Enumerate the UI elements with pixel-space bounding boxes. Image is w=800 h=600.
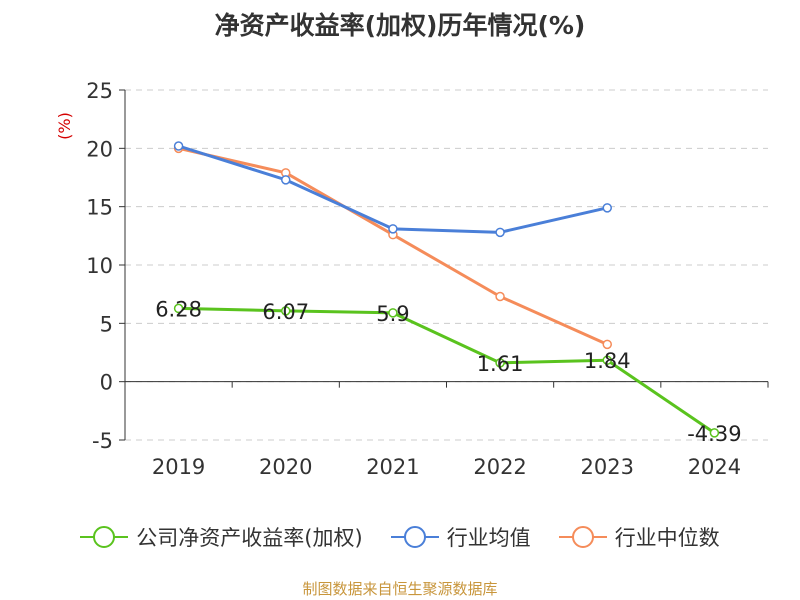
data-point — [495, 227, 505, 238]
legend: 公司净资产收益率(加权) 行业均值 行业中位数 — [0, 520, 800, 554]
legend-item[interactable]: 公司净资产收益率(加权) — [80, 522, 363, 552]
data-point — [602, 355, 612, 365]
y-tick-label: 25 — [86, 79, 113, 103]
legend-label: 行业中位数 — [614, 526, 720, 550]
x-tick-label: 2020 — [259, 455, 312, 479]
data-point — [281, 306, 291, 316]
legend-label: 行业均值 — [446, 526, 531, 550]
series-line — [178, 306, 716, 435]
x-tick-label: 2019 — [152, 455, 205, 479]
chart-title: 净资产收益率(加权)历年情况(%) — [214, 11, 586, 40]
legend-item[interactable]: 行业均值 — [390, 522, 531, 552]
series-lines — [173, 141, 720, 438]
data-point — [495, 291, 505, 302]
data-label: 1.84 — [584, 349, 631, 373]
y-tick-label: 10 — [86, 254, 113, 278]
x-tick-label: 2024 — [688, 455, 741, 479]
axes: -5 0 5 10 15 20 25 2019 2020 2021 2022 2023 2024 — [86, 79, 769, 479]
data-point — [388, 224, 398, 234]
data-label: 5.9 — [376, 302, 409, 326]
data-point — [495, 358, 505, 368]
data-point — [173, 141, 184, 151]
legend-marker-icon — [390, 525, 439, 549]
legend-marker-icon — [558, 525, 607, 549]
data-point — [388, 308, 398, 318]
data-point — [173, 303, 184, 314]
y-tick-label: -5 — [92, 429, 113, 453]
x-tick-label: 2022 — [473, 455, 526, 479]
data-label: -4.39 — [687, 422, 741, 446]
data-point — [602, 203, 612, 213]
data-label: 6.28 — [155, 297, 202, 321]
data-labels: 6.28 6.07 5.9 1.61 1.84 -4.39 — [155, 297, 741, 445]
data-label: 1.61 — [477, 352, 524, 376]
x-tick-label: 2021 — [366, 455, 419, 479]
y-tick-label: 15 — [86, 196, 113, 220]
data-point — [602, 339, 612, 350]
legend-label: 公司净资产收益率(加权) — [136, 526, 363, 550]
y-axis-label: (%) — [55, 112, 74, 140]
y-tick-label: 0 — [100, 371, 113, 395]
y-tick-label: 20 — [86, 137, 113, 161]
data-point — [709, 428, 720, 438]
data-point — [281, 175, 291, 185]
legend-item[interactable]: 行业中位数 — [558, 522, 720, 552]
legend-marker-icon — [80, 525, 129, 549]
data-source-note: 制图数据来自恒生聚源数据库 — [302, 580, 498, 598]
data-label: 6.07 — [262, 300, 309, 324]
series-line — [178, 144, 608, 234]
y-tick-label: 5 — [100, 312, 113, 336]
x-tick-label: 2023 — [581, 455, 634, 479]
